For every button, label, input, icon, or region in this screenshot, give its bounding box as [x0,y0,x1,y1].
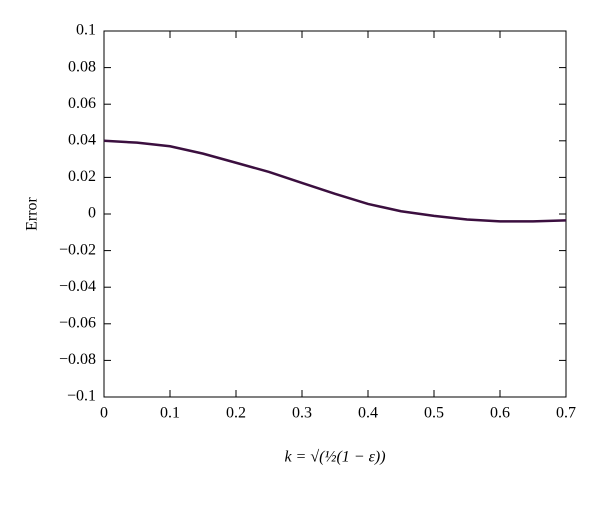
x-tick-label: 0.5 [424,405,444,422]
y-tick-label: 0.02 [68,168,96,185]
y-tick-label: 0 [88,205,96,222]
y-tick-label: −0.04 [59,278,96,295]
x-tick-label: 0.7 [556,405,576,422]
x-tick-label: 0.2 [226,405,246,422]
y-tick-label: −0.02 [59,241,96,258]
data-line [103,139,567,223]
y-tick-label: 0.06 [68,95,96,112]
y-tick-label: 0.04 [68,131,96,148]
x-tick-label: 0.1 [160,405,180,422]
x-axis-label: k = √(½(1 − ε)) [284,449,385,466]
y-tick-label: −0.1 [67,388,96,405]
y-tick-label: −0.06 [59,314,96,331]
x-tick-label: 0.4 [358,405,378,422]
x-tick-label: 0 [100,405,108,422]
x-tick-label: 0.6 [490,405,510,422]
plot-frame [103,30,567,398]
y-tick-label: 0.1 [76,22,96,39]
y-tick-label: −0.08 [59,351,96,368]
y-tick-label: 0.08 [68,58,96,75]
x-tick-label: 0.3 [292,405,312,422]
y-axis-label: Error [24,196,41,230]
